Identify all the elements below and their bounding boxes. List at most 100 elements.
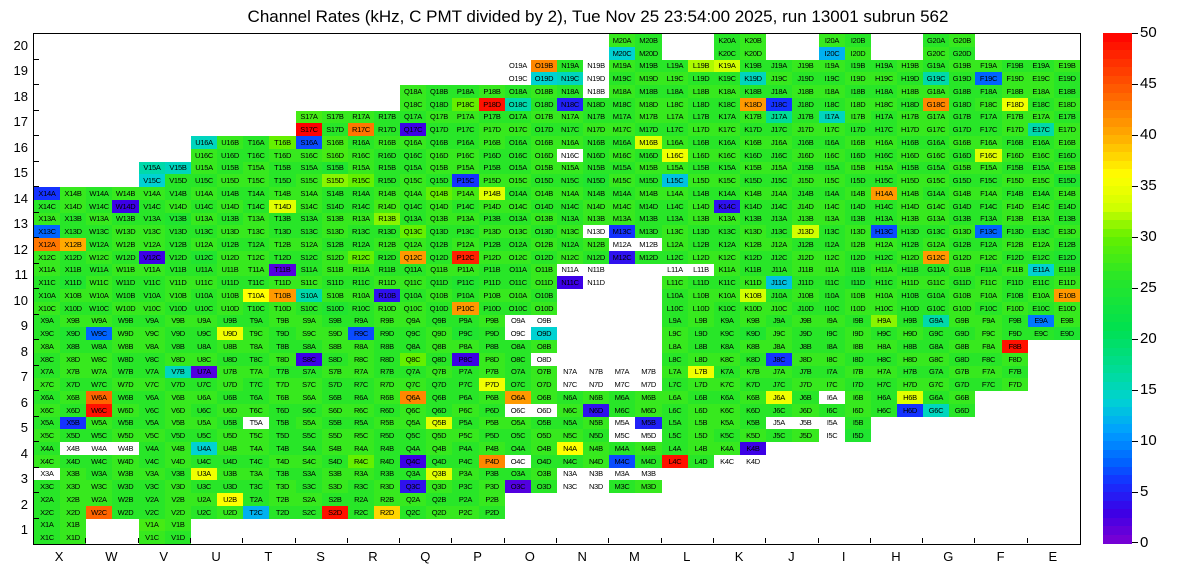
cell-P12A: P12A <box>452 238 479 251</box>
cell-X8A: X8A <box>34 340 60 353</box>
cell-W12B: W12B <box>112 238 139 251</box>
cell-Q7A: Q7A <box>400 366 426 378</box>
cell-F12B: F12B <box>1002 238 1028 251</box>
cell-S4B: S4B <box>322 442 348 455</box>
cell-W14D: W14D <box>112 200 139 213</box>
cell-U12B: U12B <box>217 238 243 251</box>
cell-X13A: X13A <box>34 213 60 225</box>
x-axis-label-R: R <box>368 549 378 564</box>
cell-S9B: S9B <box>322 315 348 327</box>
cell-W10A: W10A <box>86 289 112 302</box>
cell-X11C: X11C <box>34 276 60 289</box>
cell-N6D: N6D <box>583 404 609 417</box>
cell-Q9C: Q9C <box>400 327 426 340</box>
cell-R3D: R3D <box>374 480 400 493</box>
cell-P9B: P9B <box>479 315 505 327</box>
cell-R8B: R8B <box>374 340 400 353</box>
cell-W4A: W4A <box>86 442 112 455</box>
cell-V1C: V1C <box>139 531 165 544</box>
cell-H13D: H13D <box>897 225 923 238</box>
cell-U13D: U13D <box>217 225 243 238</box>
cell-U15A: U15A <box>191 162 217 174</box>
cell-G17A: G17A <box>923 111 949 123</box>
cell-X7A: X7A <box>34 366 60 378</box>
cell-O10B: O10B <box>531 289 557 302</box>
cell-U14B: U14B <box>217 187 243 200</box>
cell-Q16C: Q16C <box>400 149 426 162</box>
cell-P7B: P7B <box>479 366 505 378</box>
cell-N13B: N13B <box>583 213 609 225</box>
cell-S10D: S10D <box>322 302 348 315</box>
colorbar <box>1103 33 1132 544</box>
cell-U2B: U2B <box>217 493 243 506</box>
cell-T15B: T15B <box>269 162 296 174</box>
cell-F17C: F17C <box>975 123 1002 136</box>
cell-S8C: S8C <box>296 353 322 366</box>
cell-X10C: X10C <box>34 302 60 315</box>
cell-M6B: M6B <box>635 391 662 404</box>
y-axis-tick <box>34 33 39 34</box>
cell-L16D: L16D <box>688 149 714 162</box>
cell-Q6C: Q6C <box>400 404 426 417</box>
cell-S2A: S2A <box>296 493 322 506</box>
cell-K11C: K11C <box>714 276 740 289</box>
cell-H16B: H16B <box>897 136 923 149</box>
cell-V14A: V14A <box>139 187 165 200</box>
colorbar-segment <box>1103 126 1132 136</box>
cell-J9B: J9B <box>792 315 819 327</box>
y-axis-label-6: 6 <box>20 394 28 410</box>
cell-O13A: O13A <box>505 213 531 225</box>
cell-I12C: I12C <box>819 251 845 264</box>
cell-E14B: E14B <box>1054 187 1080 200</box>
cell-X6C: X6C <box>34 404 60 417</box>
cell-K17A: K17A <box>714 111 740 123</box>
cell-F19D: F19D <box>1002 72 1028 85</box>
cell-S14C: S14C <box>296 200 322 213</box>
cell-E15B: E15B <box>1054 162 1080 174</box>
cell-G13C: G13C <box>923 225 949 238</box>
cell-R15A: R15A <box>348 162 374 174</box>
cell-X8C: X8C <box>34 353 60 366</box>
cell-F13A: F13A <box>975 213 1002 225</box>
colorbar-segment <box>1103 186 1132 195</box>
cell-X10A: X10A <box>34 289 60 302</box>
cell-N15B: N15B <box>583 162 609 174</box>
cell-O7D: O7D <box>531 378 557 391</box>
cell-I16B: I16B <box>845 136 871 149</box>
cell-X12C: X12C <box>34 251 60 264</box>
cell-P15D: P15D <box>479 174 505 187</box>
cell-F10C: F10C <box>975 302 1002 315</box>
cell-T5D: T5D <box>269 429 296 442</box>
colorbar-tick <box>1132 441 1138 442</box>
cell-V13C: V13C <box>139 225 165 238</box>
cell-E18C: E18C <box>1028 98 1054 111</box>
x-axis-label-O: O <box>524 549 535 564</box>
cell-K20B: K20B <box>740 34 766 47</box>
colorbar-label-10: 10 <box>1140 432 1157 449</box>
cell-E18D: E18D <box>1054 98 1080 111</box>
cell-U10D: U10D <box>217 302 243 315</box>
cell-Q16A: Q16A <box>400 136 426 149</box>
cell-P15A: P15A <box>452 162 479 174</box>
cell-T7B: T7B <box>269 366 296 378</box>
cell-I15C: I15C <box>819 174 845 187</box>
y-axis-label-19: 19 <box>13 63 28 79</box>
y-axis-label-11: 11 <box>14 267 29 283</box>
cell-U16A: U16A <box>191 136 217 149</box>
cell-I10A: I10A <box>819 289 845 302</box>
heatmap-grid: X1A X1B X1C X1D V1A V1B V1C V1D X2A X2B X2C X2D W2A W… <box>34 34 1080 544</box>
cell-L16C: L16C <box>662 149 688 162</box>
cell-N13D: N13D <box>583 225 609 238</box>
cell-X11B: X11B <box>60 264 86 276</box>
cell-O17C: O17C <box>505 123 531 136</box>
cell-S6D: S6D <box>322 404 348 417</box>
cell-M4C: M4C <box>609 455 635 468</box>
cell-L7A: L7A <box>662 366 688 378</box>
cell-N3B: N3B <box>583 468 609 480</box>
colorbar-tick <box>1132 84 1138 85</box>
cell-E19C: E19C <box>1028 72 1054 85</box>
cell-X13C: X13C <box>34 225 60 238</box>
cell-S13C: S13C <box>296 225 322 238</box>
cell-O5A: O5A <box>505 417 531 429</box>
x-axis-label-M: M <box>629 549 640 564</box>
